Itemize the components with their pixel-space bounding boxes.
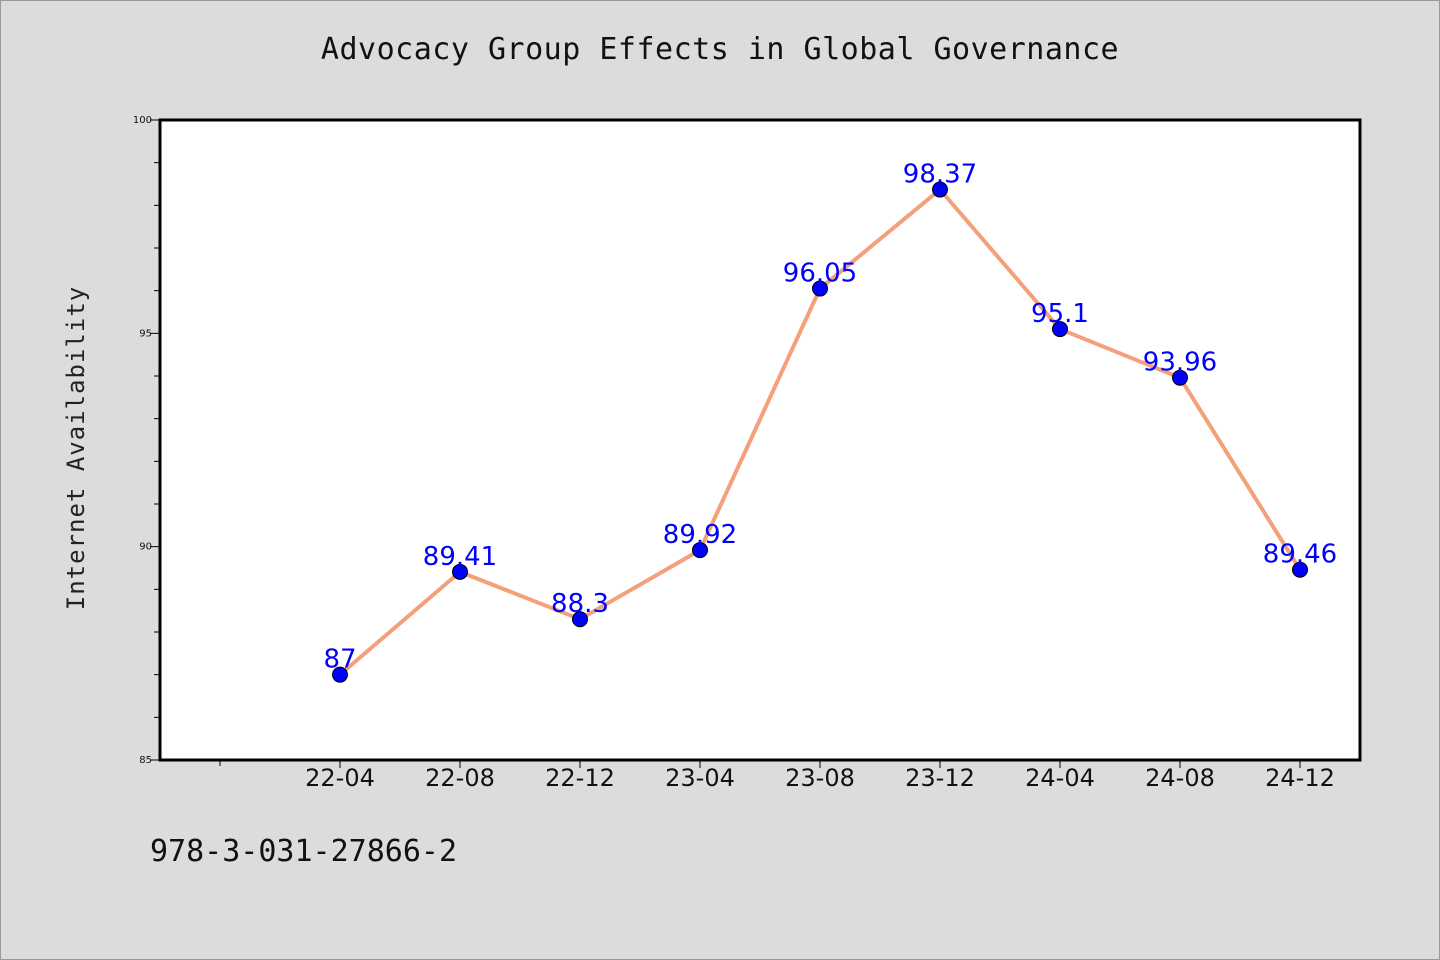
data-label: 89.46 xyxy=(1263,540,1337,570)
x-tick-label: 23-04 xyxy=(665,764,735,792)
x-tick-label: 24-04 xyxy=(1025,764,1095,792)
y-tick-label: 95 xyxy=(139,328,152,339)
data-point xyxy=(1172,369,1188,386)
x-tick-label: 22-12 xyxy=(545,764,615,792)
data-label: 98.37 xyxy=(903,160,977,190)
data-point xyxy=(1052,321,1068,338)
plot-area xyxy=(158,118,1362,762)
footer-code: 978-3-031-27866-2 xyxy=(150,834,458,869)
chart-title: Advocacy Group Effects in Global Governa… xyxy=(320,32,1120,67)
x-tick-label: 22-08 xyxy=(425,764,495,792)
data-label: 88.3 xyxy=(551,589,609,619)
data-label: 93.96 xyxy=(1143,348,1217,378)
data-point xyxy=(812,280,828,297)
data-point xyxy=(1292,561,1308,578)
data-label: 96.05 xyxy=(783,259,857,289)
data-point xyxy=(692,542,708,559)
y-tick-label: 85 xyxy=(139,755,152,766)
x-tick-label: 24-08 xyxy=(1145,764,1215,792)
data-point xyxy=(332,666,348,683)
data-label: 87 xyxy=(323,645,356,675)
data-point xyxy=(932,181,948,198)
y-tick-label: 100 xyxy=(133,115,152,126)
data-label: 95.1 xyxy=(1031,299,1089,329)
x-tick-label: 23-08 xyxy=(785,764,855,792)
data-point xyxy=(572,611,588,628)
data-label: 89.41 xyxy=(423,542,497,572)
x-tick-label: 24-12 xyxy=(1265,764,1335,792)
y-axis: 85 90 95 100 xyxy=(133,115,160,766)
data-labels: 87 89.41 88.3 89.92 96.05 98.37 95.1 93.96 89.46 xyxy=(323,160,1337,675)
y-tick-label: 90 xyxy=(139,542,152,553)
x-tick-label: 23-12 xyxy=(905,764,975,792)
data-label: 89.92 xyxy=(663,520,737,550)
x-tick-label: 22-04 xyxy=(305,764,375,792)
x-axis: 22-04 22-08 22-12 23-04 23-08 23-12 24-04 24-08… xyxy=(219,760,1335,792)
data-point xyxy=(452,563,468,580)
series-markers xyxy=(332,181,1308,683)
